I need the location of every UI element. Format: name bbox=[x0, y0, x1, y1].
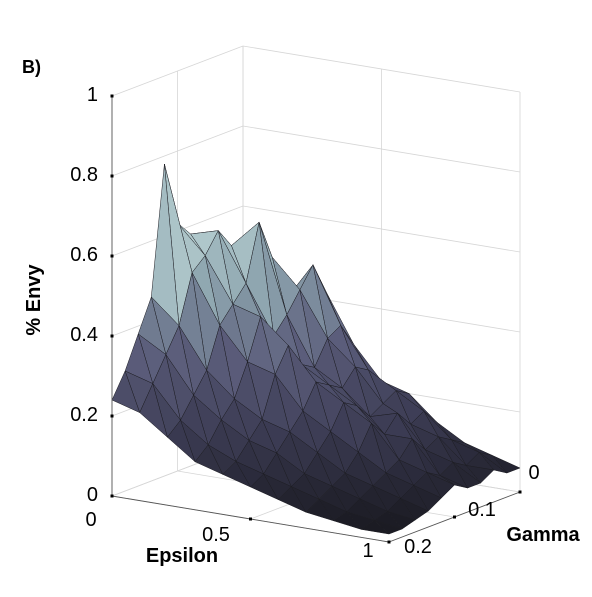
x-tick-label: 0 bbox=[85, 509, 96, 531]
x-tick-mark bbox=[110, 494, 114, 498]
z-tick-label: 0.6 bbox=[70, 244, 98, 266]
x-tick-label: 0.5 bbox=[202, 524, 230, 546]
y-tick-mark bbox=[453, 515, 456, 519]
surface-facet bbox=[250, 473, 279, 500]
surface-facet bbox=[139, 383, 168, 438]
surface-facet bbox=[194, 444, 224, 475]
z-tick-mark bbox=[110, 94, 114, 98]
x-axis-title: Epsilon bbox=[146, 545, 218, 567]
x-tick-labels: 0 0.5 1 bbox=[85, 509, 373, 562]
z-tick-label: 1 bbox=[87, 84, 98, 106]
panel-label: B) bbox=[22, 57, 41, 77]
surface-facet bbox=[222, 461, 251, 488]
z-tick-mark bbox=[110, 414, 114, 418]
z-tick-mark bbox=[110, 174, 114, 178]
surface-facet bbox=[277, 486, 307, 513]
z-tick-labels: 0 0.2 0.4 0.6 0.8 1 bbox=[70, 84, 98, 506]
y-axis-title: Gamma bbox=[506, 524, 580, 546]
surface-facet bbox=[333, 511, 362, 530]
y-tick-labels: 0 0.1 0.2 bbox=[404, 462, 539, 558]
y-tick-mark bbox=[518, 490, 522, 494]
y-tick-mark bbox=[387, 540, 391, 544]
x-tick-label: 1 bbox=[362, 540, 373, 562]
z-tick-label: 0.8 bbox=[70, 164, 98, 186]
surface-facet bbox=[111, 370, 140, 413]
z-tick-label: 0.2 bbox=[70, 404, 98, 426]
z-tick-label: 0 bbox=[87, 484, 98, 506]
z-tick-mark bbox=[110, 254, 114, 258]
y-tick-label: 0 bbox=[528, 462, 539, 484]
axes bbox=[110, 94, 522, 544]
z-tick-mark bbox=[110, 334, 114, 338]
surface-facet bbox=[361, 520, 390, 535]
y-tick-label: 0.1 bbox=[468, 499, 496, 521]
surface-mesh bbox=[111, 163, 521, 535]
z-axis-title: % Envy bbox=[23, 264, 45, 336]
z-tick-label: 0.4 bbox=[70, 324, 98, 346]
surface-facet bbox=[167, 419, 196, 463]
surface-facet bbox=[305, 498, 334, 522]
x-tick-mark bbox=[249, 517, 252, 521]
y-tick-label: 0.2 bbox=[404, 536, 432, 558]
